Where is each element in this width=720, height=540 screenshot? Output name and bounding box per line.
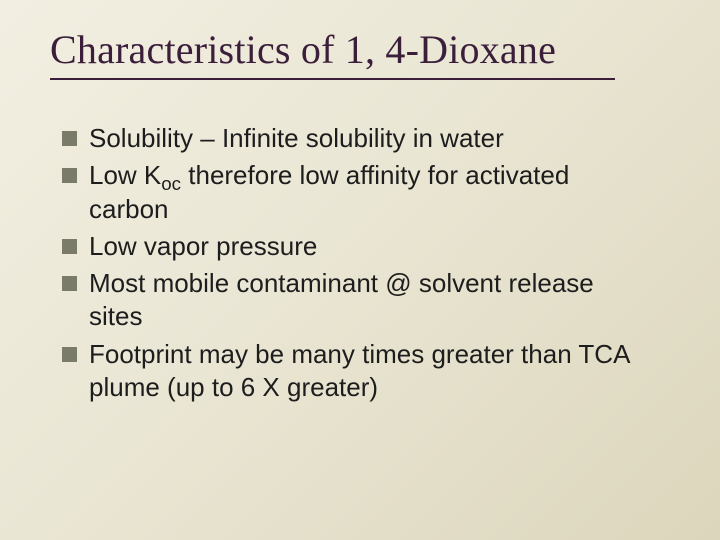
bullet-text: Solubility – Infinite solubility in wate… bbox=[89, 122, 642, 155]
title-block: Characteristics of 1, 4-Dioxane bbox=[50, 28, 660, 80]
bullet-text-prefix: Low K bbox=[89, 160, 161, 190]
bullet-list: Solubility – Infinite solubility in wate… bbox=[62, 122, 642, 408]
list-item: Low vapor pressure bbox=[62, 230, 642, 263]
bullet-icon bbox=[62, 239, 77, 254]
slide: Characteristics of 1, 4-Dioxane Solubili… bbox=[0, 0, 720, 540]
bullet-text-subscript: oc bbox=[161, 173, 181, 194]
slide-title: Characteristics of 1, 4-Dioxane bbox=[50, 28, 660, 72]
list-item: Solubility – Infinite solubility in wate… bbox=[62, 122, 642, 155]
bullet-icon bbox=[62, 131, 77, 146]
list-item: Low Koc therefore low affinity for activ… bbox=[62, 159, 642, 226]
list-item: Most mobile contaminant @ solvent releas… bbox=[62, 267, 642, 334]
bullet-icon bbox=[62, 168, 77, 183]
bullet-text: Most mobile contaminant @ solvent releas… bbox=[89, 267, 642, 334]
list-item: Footprint may be many times greater than… bbox=[62, 338, 642, 405]
bullet-text: Low Koc therefore low affinity for activ… bbox=[89, 159, 642, 226]
bullet-icon bbox=[62, 347, 77, 362]
bullet-text: Low vapor pressure bbox=[89, 230, 642, 263]
title-underline bbox=[50, 78, 615, 80]
bullet-text: Footprint may be many times greater than… bbox=[89, 338, 642, 405]
bullet-icon bbox=[62, 276, 77, 291]
